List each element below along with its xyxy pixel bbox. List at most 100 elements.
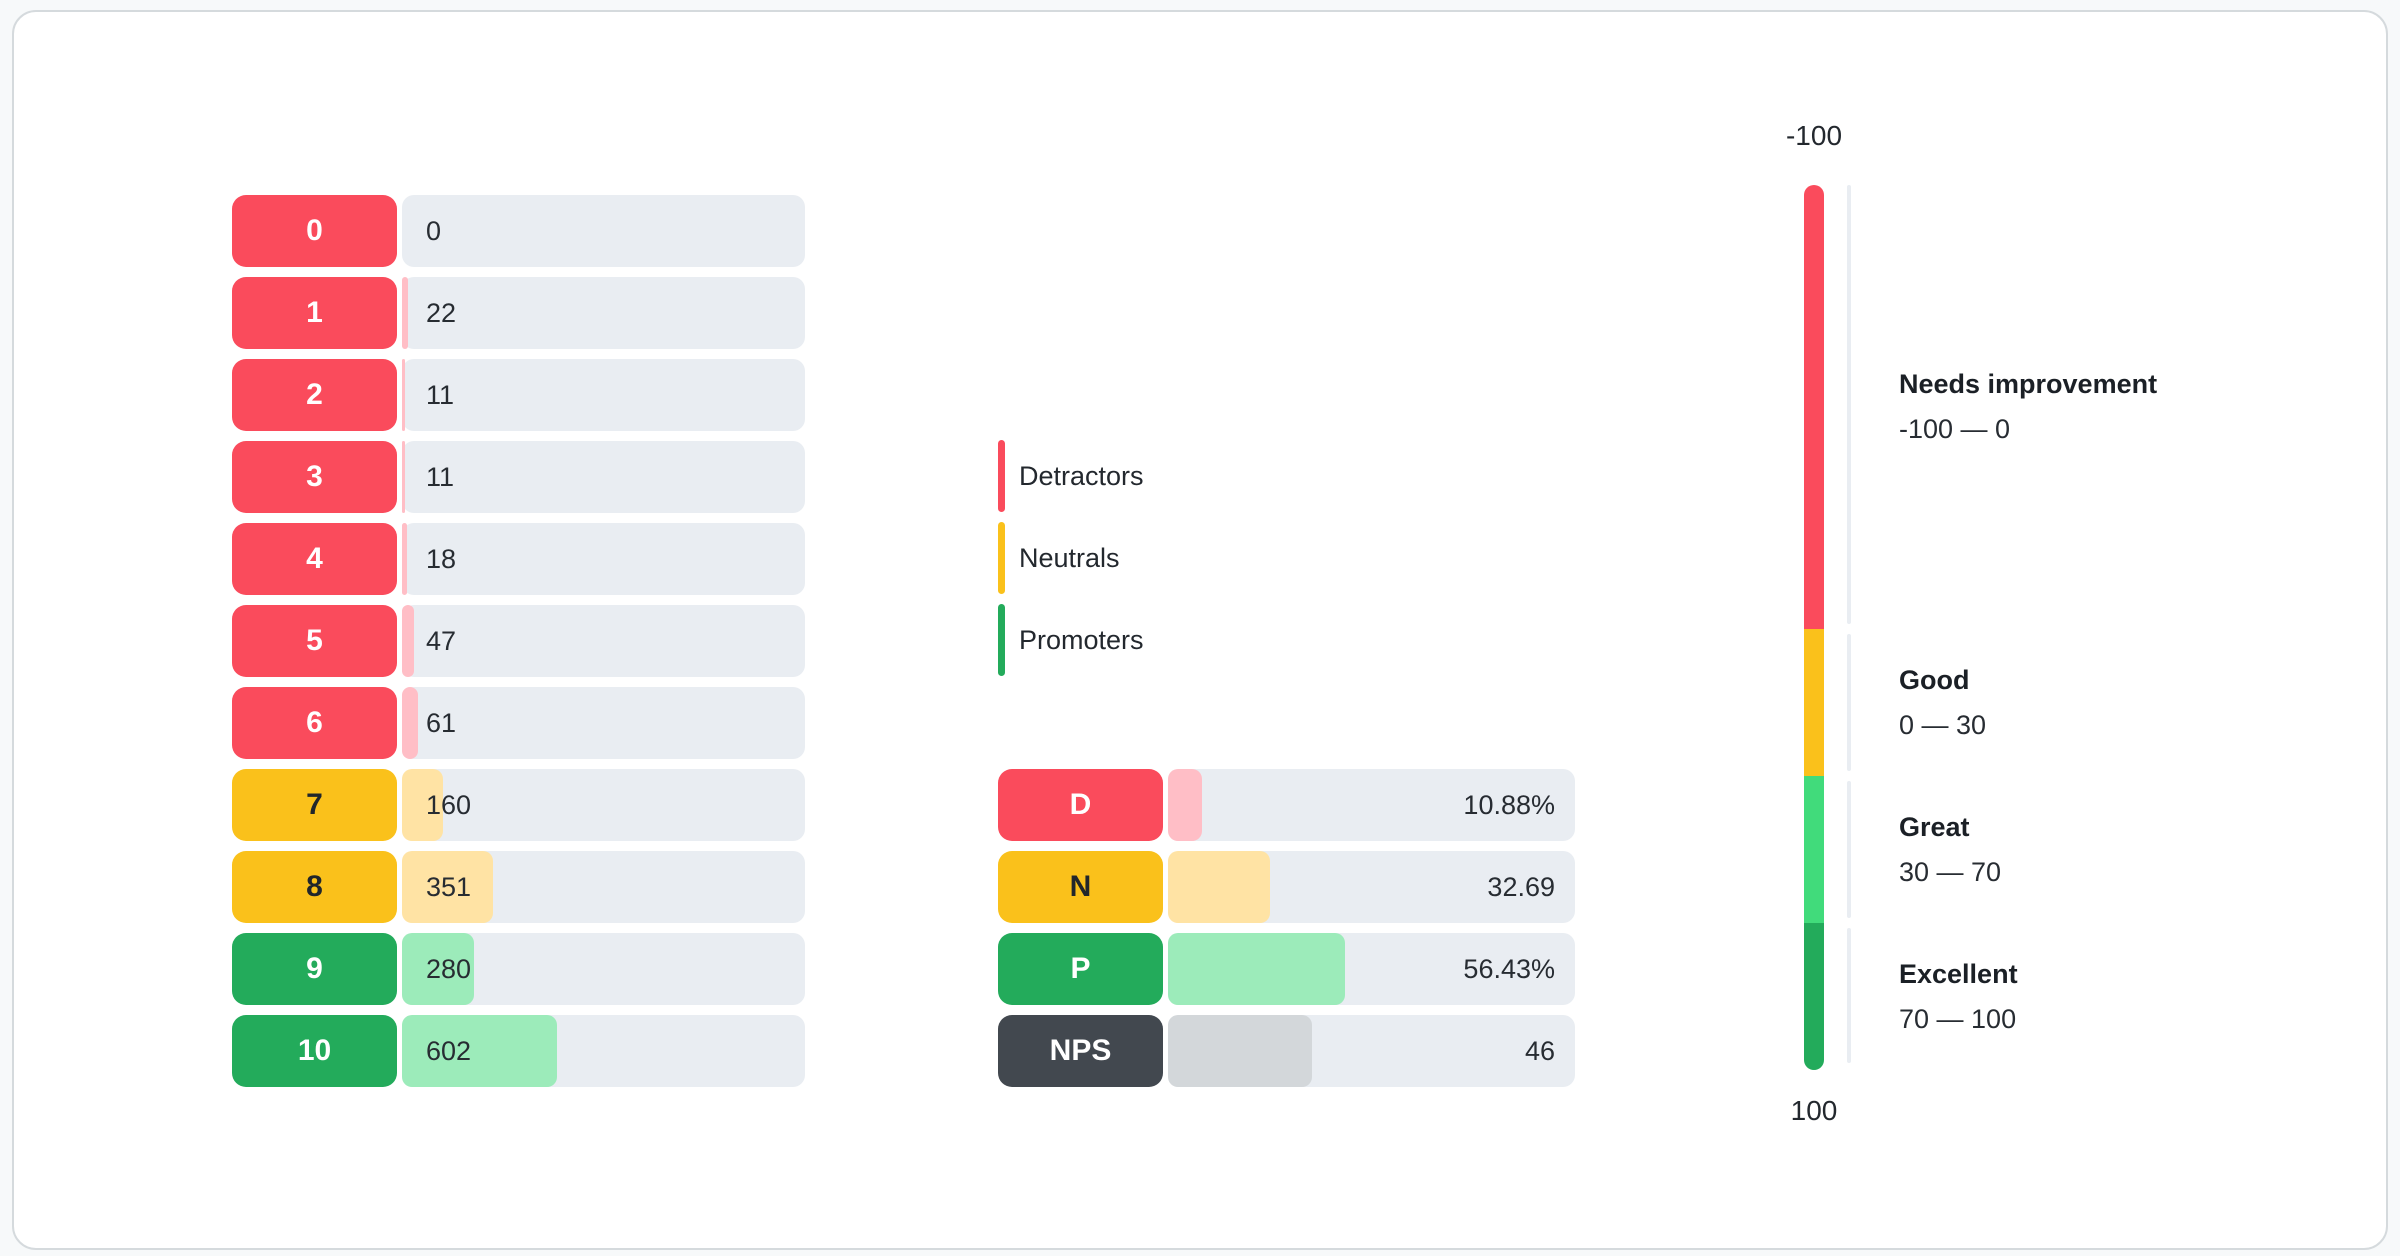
score-track: 160 (402, 769, 805, 841)
score-row: 8 351 (232, 851, 805, 923)
score-label-pill: 7 (232, 769, 397, 841)
gauge-zone-range: 30 — 70 (1899, 856, 2002, 887)
score-label-pill: 2 (232, 359, 397, 431)
score-label-pill: 0 (232, 195, 397, 267)
legend-label: Promoters (1019, 624, 1144, 655)
score-count: 18 (426, 543, 457, 574)
legend-label: Detractors (1019, 460, 1144, 491)
summary-bar (1168, 1015, 1312, 1087)
gauge-zone-range: 0 — 30 (1899, 709, 1987, 740)
gauge-segment (1804, 629, 1824, 776)
score-label-pill: 10 (232, 1015, 397, 1087)
summary-row: P 56.43% (998, 933, 1575, 1005)
summary-value: 46 (1524, 1035, 1555, 1066)
score-track: 18 (402, 523, 805, 595)
gauge-axis-bottom-label: 100 (1790, 1095, 1838, 1126)
summary-track: 32.69 (1168, 851, 1575, 923)
summary-label-pill: N (998, 851, 1163, 923)
summary-label: NPS (1049, 1034, 1112, 1067)
gauge-zone-label: Needs improvement -100 — 0 (1899, 369, 2157, 445)
score-count: 351 (426, 871, 472, 902)
gauge-track-segment (1847, 928, 1851, 1063)
gauge-track-segment (1847, 185, 1851, 624)
score-row: 2 11 (232, 359, 805, 431)
summary-label-pill: P (998, 933, 1163, 1005)
score-count: 11 (426, 379, 455, 410)
score-row: 7 160 (232, 769, 805, 841)
legend-color-pill (998, 604, 1005, 676)
gauge-track-segment (1847, 634, 1851, 771)
gauge-zone-label: Excellent 70 — 100 (1899, 959, 2018, 1035)
score-count: 0 (426, 215, 442, 246)
gauge-zone-label: Good 0 — 30 (1899, 665, 1986, 741)
summary-label-pill: D (998, 769, 1163, 841)
summary-label: D (1069, 788, 1092, 821)
score-row: 0 0 (232, 195, 805, 267)
score-label: 0 (306, 214, 323, 247)
score-count: 280 (426, 953, 472, 984)
legend: Detractors Neutrals Promoters (998, 440, 1144, 676)
score-bar (402, 1015, 558, 1087)
score-row: 1 22 (232, 277, 805, 349)
score-label: 7 (306, 788, 323, 821)
gauge-segment (1804, 776, 1824, 923)
score-label: 1 (306, 296, 323, 329)
score-row: 5 47 (232, 605, 805, 677)
score-label-pill: 1 (232, 277, 397, 349)
score-track: 280 (402, 933, 805, 1005)
score-track: 11 (402, 359, 805, 431)
summary-bar (1168, 851, 1271, 923)
legend-item: Detractors (998, 440, 1144, 512)
score-row: 9 280 (232, 933, 805, 1005)
score-bar (402, 933, 475, 1005)
score-track: 47 (402, 605, 805, 677)
summary-label-pill: NPS (998, 1015, 1163, 1087)
gauge-zone-title: Needs improvement (1899, 369, 2158, 399)
summary-bar (1168, 933, 1345, 1005)
score-count: 11 (426, 461, 455, 492)
score-bar (402, 851, 493, 923)
score-track: 22 (402, 277, 805, 349)
score-label-pill: 8 (232, 851, 397, 923)
score-count: 47 (426, 625, 457, 656)
score-bar (402, 359, 405, 431)
summary-row: D 10.88% (998, 769, 1575, 841)
gauge-track-segment (1847, 781, 1851, 918)
score-bar (402, 277, 408, 349)
gauge-segment (1804, 185, 1824, 629)
score-distribution-chart: 0 0 1 22 2 11 3 11 4 (232, 195, 805, 1087)
score-count: 160 (426, 789, 472, 820)
score-row: 4 18 (232, 523, 805, 595)
report-card: 0 0 1 22 2 11 3 11 4 (12, 10, 2388, 1250)
score-bar (402, 687, 418, 759)
score-label-pill: 3 (232, 441, 397, 513)
score-label: 5 (306, 624, 323, 657)
summary-row: N 32.69 (998, 851, 1575, 923)
summary-track: 10.88% (1168, 769, 1575, 841)
score-label: 2 (306, 378, 323, 411)
summary-bar (1168, 769, 1203, 841)
summary-chart: D 10.88% N 32.69 P 56.43% NPS 46 (998, 769, 1575, 1087)
legend-color-pill (998, 440, 1005, 512)
score-row: 3 11 (232, 441, 805, 513)
score-label-pill: 5 (232, 605, 397, 677)
score-row: 6 61 (232, 687, 805, 759)
score-bar (402, 769, 444, 841)
gauge-bar (1804, 185, 1824, 1070)
score-track: 11 (402, 441, 805, 513)
gauge-zone-label: Great 30 — 70 (1899, 812, 2001, 888)
gauge-zone-title: Good (1899, 664, 1970, 695)
score-label: 4 (306, 542, 323, 575)
summary-value: 56.43% (1463, 953, 1555, 984)
legend-item: Neutrals (998, 522, 1144, 594)
score-label: 3 (306, 460, 323, 493)
gauge-zone-title: Great (1899, 811, 1970, 842)
gauge-zone-range: -100 — 0 (1899, 414, 2011, 444)
summary-label: P (1070, 952, 1091, 985)
score-label-pill: 4 (232, 523, 397, 595)
gauge-axis-top-label: -100 (1785, 120, 1843, 151)
score-count: 61 (426, 707, 457, 738)
score-track: 351 (402, 851, 805, 923)
score-label-pill: 9 (232, 933, 397, 1005)
